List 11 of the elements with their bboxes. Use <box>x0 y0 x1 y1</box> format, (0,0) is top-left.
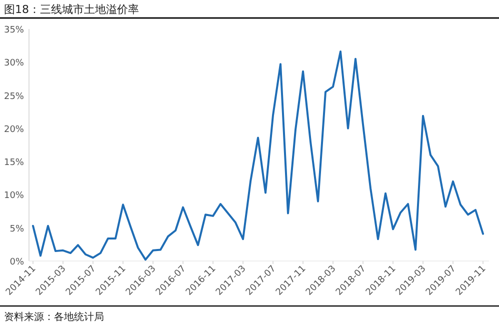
line-series <box>32 50 484 261</box>
y-tick-label: 25% <box>4 92 24 102</box>
y-tick-label: 10% <box>4 191 24 202</box>
text: 资料来源：各地统计局 <box>4 311 104 323</box>
y-tick-label: 30% <box>4 58 24 69</box>
y-tick-label: 20% <box>4 124 24 135</box>
y-tick-label: 35% <box>4 26 24 36</box>
y-tick-label: 5% <box>10 224 24 234</box>
chart-title: 图18：三线城市土地溢价率 <box>4 3 139 16</box>
y-tick-label: 15% <box>4 158 24 168</box>
y-tick-label: 0% <box>10 258 24 268</box>
